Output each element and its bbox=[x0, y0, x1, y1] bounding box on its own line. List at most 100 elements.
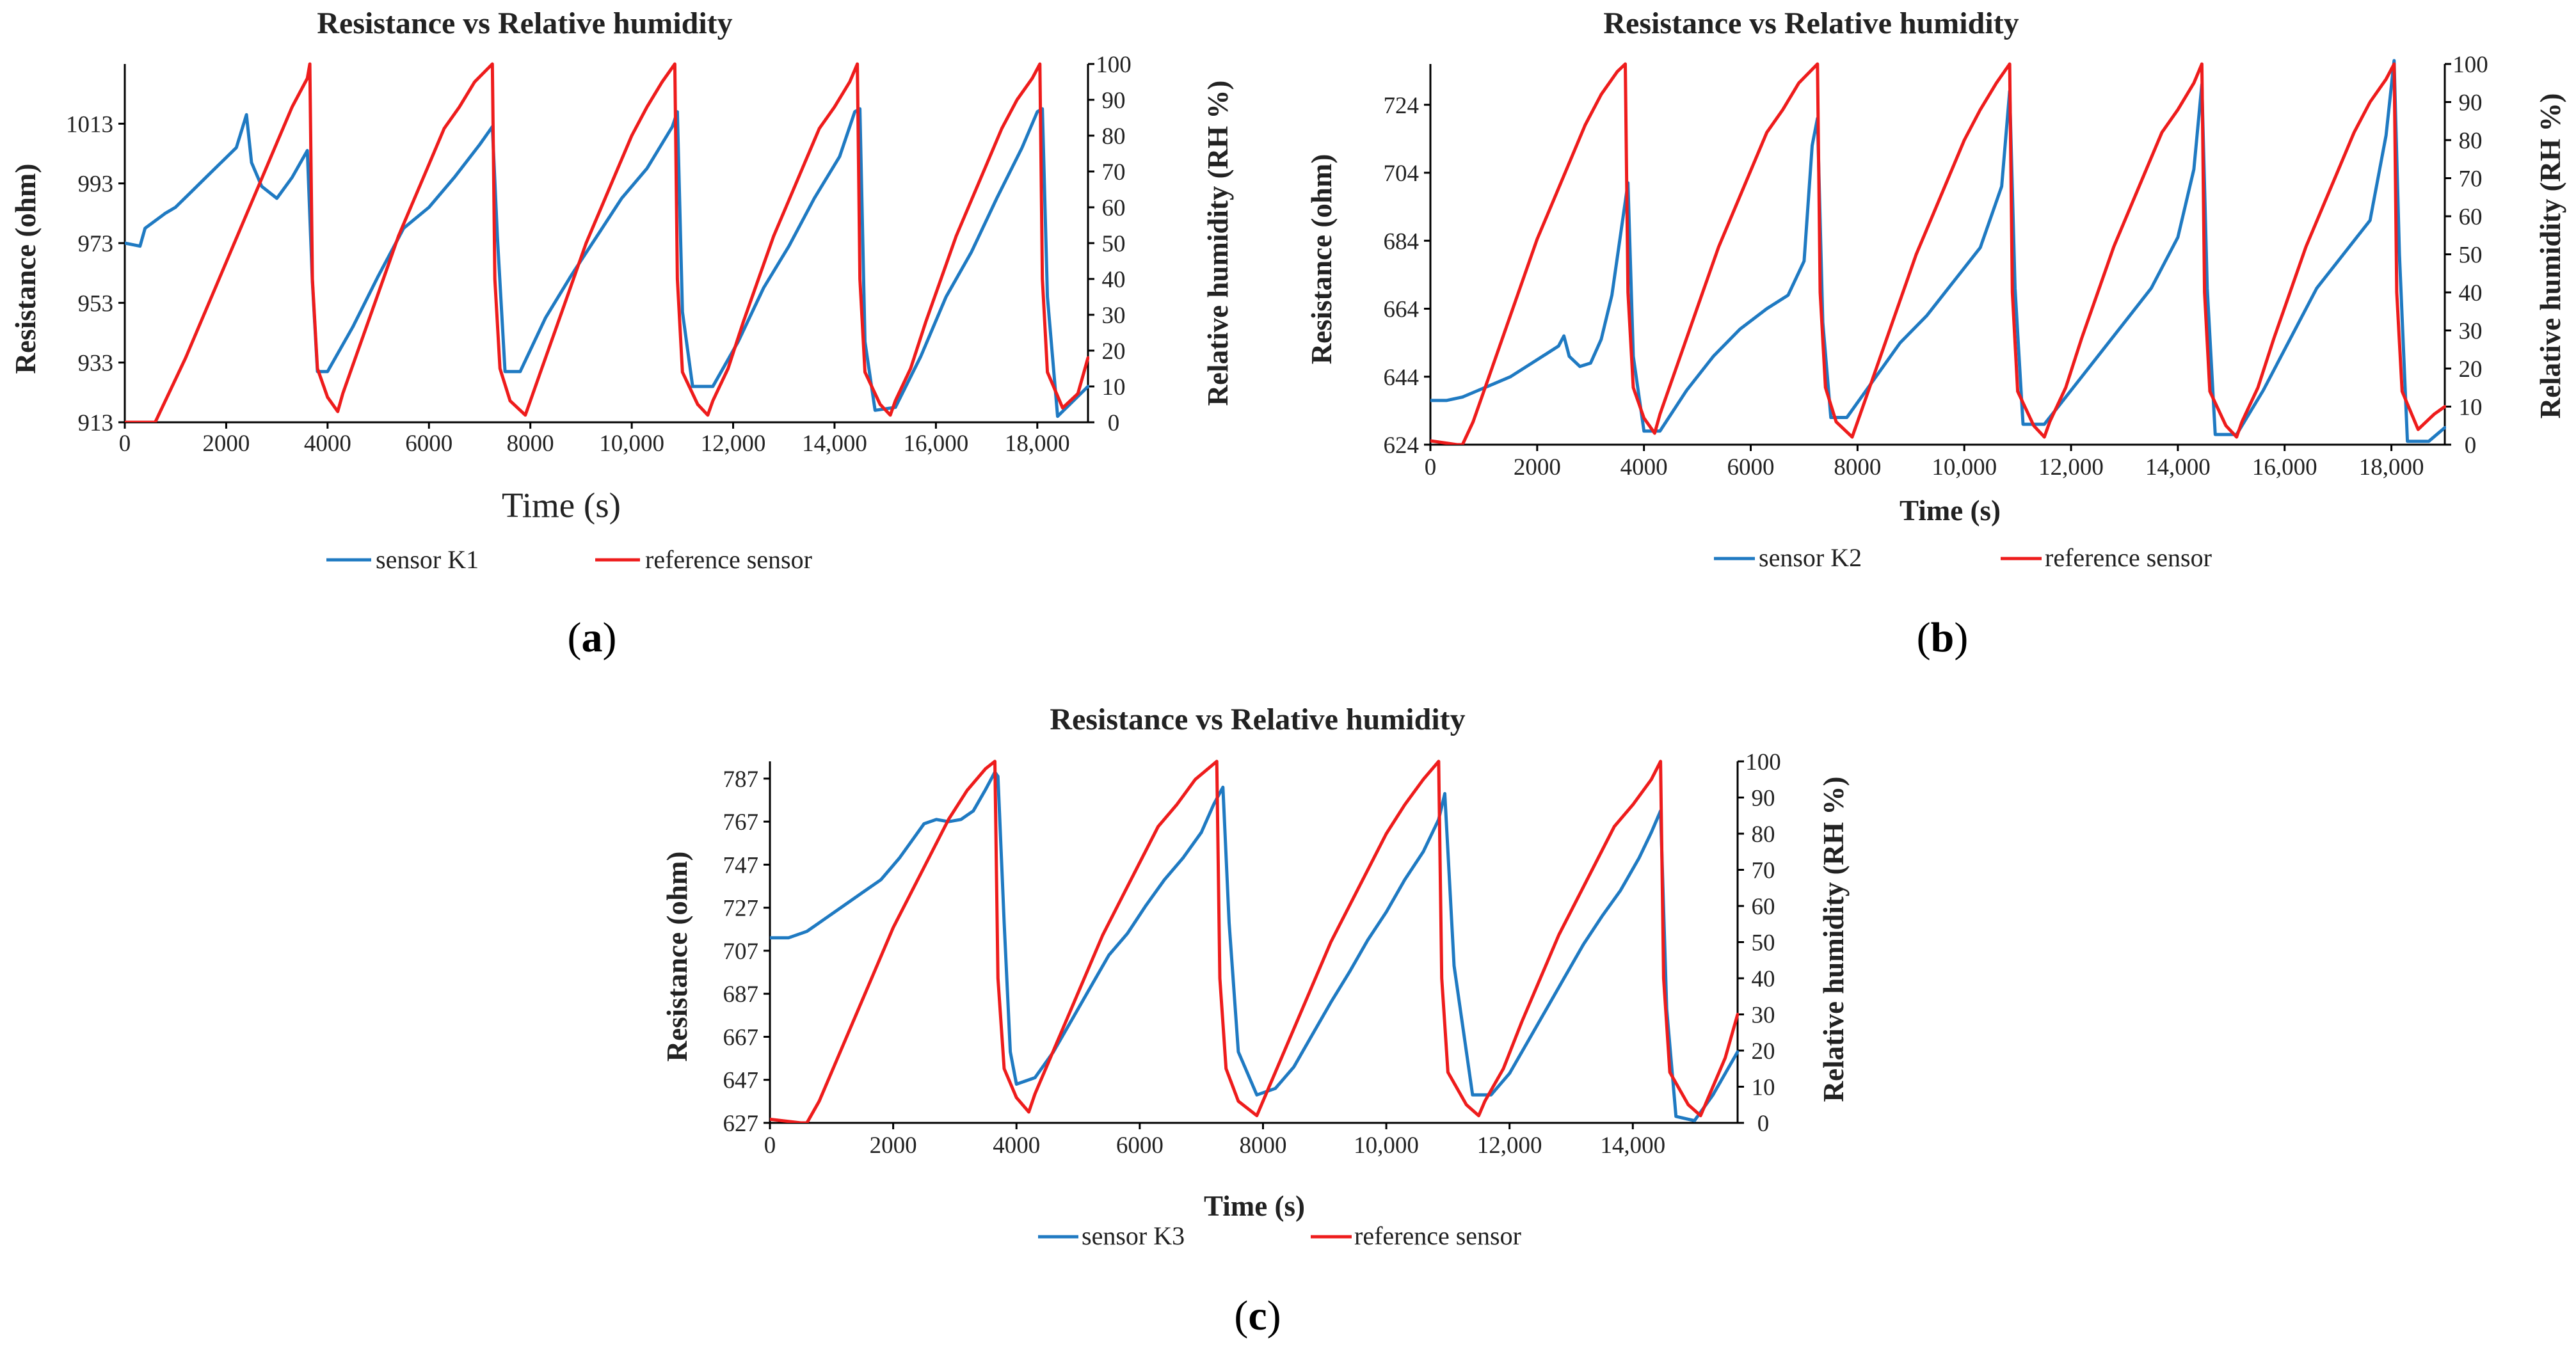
panel-c-right-tick-label: 20 bbox=[1752, 1038, 1775, 1065]
panel-c-x-axis-label: Time (s) bbox=[1204, 1190, 1305, 1222]
panel-a-caption: (a) bbox=[568, 614, 617, 661]
panel-b-right-tick-label: 100 bbox=[2452, 52, 2488, 78]
panel-a-right-tick-label: 0 bbox=[1108, 410, 1120, 436]
panel-b-x-tick-label: 2000 bbox=[1514, 454, 1561, 480]
panel-a-right-tick-label: 40 bbox=[1102, 267, 1126, 293]
panel-c-series-reference-sensor-line bbox=[770, 759, 1739, 1123]
panel-a-plot: 0 2000 4000 6000 8000 10,000 12,000 14,000 16,00… bbox=[66, 52, 1132, 457]
panel-c-left-tick-label: 787 bbox=[723, 766, 759, 793]
panel-c-x-tick-label: 2000 bbox=[870, 1132, 917, 1159]
panel-a-x-tick-label: 4000 bbox=[304, 431, 351, 457]
panel-b-caption: (b) bbox=[1917, 614, 1969, 661]
panel-b-right-tick-label: 60 bbox=[2459, 204, 2483, 230]
panel-b-right-tick-label: 0 bbox=[2465, 433, 2477, 459]
panel-b-left-tick-label: 724 bbox=[1384, 93, 1420, 119]
panel-a-right-axis-label: Relative humidity (RH %) bbox=[1202, 81, 1234, 406]
panel-a-left-axis-label: Resistance (ohm) bbox=[10, 164, 42, 374]
panel-b-x-tick-label: 18,000 bbox=[2359, 454, 2424, 480]
panel-b-legend-label-sensor: sensor K2 bbox=[1759, 543, 1862, 572]
panel-a-x-tick-label: 2000 bbox=[202, 431, 250, 457]
panel-c-right-tick-label: 50 bbox=[1752, 930, 1775, 957]
panel-a-x-tick-label: 18,000 bbox=[1005, 431, 1070, 457]
panel-a-x-tick-label: 16,000 bbox=[903, 431, 968, 457]
panel-b-x-tick-label: 16,000 bbox=[2252, 454, 2317, 480]
panel-a-right-tick-label: 90 bbox=[1102, 88, 1126, 114]
panel-c-left-axis-label: Resistance (ohm) bbox=[661, 852, 693, 1062]
panel-a-left-tick-label: 913 bbox=[78, 410, 114, 436]
panel-b-x-tick-label: 8000 bbox=[1834, 454, 1881, 480]
panel-a-title: Resistance vs Relative humidity bbox=[317, 6, 732, 40]
panel-b-left-tick-label: 624 bbox=[1384, 433, 1420, 459]
panel-a-x-tick-label: 6000 bbox=[405, 431, 452, 457]
panel-b-series-sensor-line bbox=[1430, 59, 2446, 443]
panel-a-left-tick-label: 993 bbox=[78, 171, 114, 198]
panel-c-x-tick-label: 14,000 bbox=[1600, 1132, 1665, 1159]
panel-b-left-tick-label: 684 bbox=[1384, 228, 1420, 255]
panel-a-right-tick-label: 20 bbox=[1102, 338, 1126, 365]
panel-c-left-tick-label: 687 bbox=[723, 981, 759, 1008]
panel-c-left-tick-label: 747 bbox=[723, 852, 759, 878]
panel-b-right-tick-label: 50 bbox=[2459, 242, 2483, 269]
panel-a-x-tick-label: 10,000 bbox=[599, 431, 664, 457]
panel-a-series-reference-sensor-line bbox=[125, 62, 1089, 422]
panel-a-right-tick-label: 100 bbox=[1096, 52, 1132, 78]
panel-c-right-tick-label: 60 bbox=[1752, 894, 1775, 920]
panel-a-left-tick-label: 1013 bbox=[66, 111, 113, 138]
panel-b-title: Resistance vs Relative humidity bbox=[1603, 6, 2019, 40]
panel-a-right-tick-label: 10 bbox=[1102, 374, 1126, 401]
panel-c-left-tick-label: 667 bbox=[723, 1024, 759, 1051]
panel-c-right-tick-label: 80 bbox=[1752, 822, 1775, 848]
panel-c-left-tick-label: 707 bbox=[723, 939, 759, 965]
panel-c-right-tick-label: 70 bbox=[1752, 858, 1775, 884]
panel-a-legend-label-sensor: sensor K1 bbox=[376, 545, 479, 574]
panel-b-right-tick-label: 10 bbox=[2459, 395, 2483, 421]
panel-b-right-tick-label: 90 bbox=[2459, 90, 2483, 116]
panel-c-x-tick-label: 6000 bbox=[1116, 1132, 1164, 1159]
panel-c-right-tick-label: 40 bbox=[1752, 966, 1775, 992]
panel-a-x-tick-label: 0 bbox=[119, 431, 131, 457]
panel-b-x-tick-label: 6000 bbox=[1727, 454, 1775, 480]
panel-b-x-axis-label: Time (s) bbox=[1900, 495, 2001, 527]
panel-b-right-tick-label: 30 bbox=[2459, 319, 2483, 345]
panel-b-x-tick-label: 12,000 bbox=[2038, 454, 2104, 480]
panel-b-series-reference-sensor-line bbox=[1430, 62, 2446, 445]
panel-a-right-tick-label: 70 bbox=[1102, 159, 1126, 186]
panel-c-left-tick-label: 627 bbox=[723, 1111, 759, 1137]
panel-a-left-tick-label: 933 bbox=[78, 351, 114, 377]
panel-b-x-tick-label: 10,000 bbox=[1932, 454, 1997, 480]
panel-b-left-tick-label: 664 bbox=[1384, 297, 1420, 323]
panel-c-right-tick-label: 0 bbox=[1757, 1111, 1770, 1137]
panel-c-x-tick-label: 4000 bbox=[993, 1132, 1040, 1159]
panel-c-right-axis-label: Relative humidity (RH %) bbox=[1818, 777, 1850, 1102]
panel-b: Resistance vs Relative humidity Resistan… bbox=[1306, 6, 2566, 661]
panel-b-left-axis-label: Resistance (ohm) bbox=[1306, 154, 1338, 365]
panel-c-plot: 0 2000 4000 6000 8000 10,000 12,000 14,000 627 64… bbox=[723, 749, 1781, 1159]
panel-c: Resistance vs Relative humidity Resistan… bbox=[661, 703, 1850, 1339]
panel-a-series-sensor-line bbox=[125, 107, 1089, 418]
panel-c-x-tick-label: 0 bbox=[764, 1132, 776, 1159]
panel-c-left-tick-label: 727 bbox=[723, 896, 759, 922]
panel-c-x-tick-label: 12,000 bbox=[1477, 1132, 1542, 1159]
panel-c-legend-label-reference: reference sensor bbox=[1354, 1221, 1521, 1250]
panel-c-left-tick-label: 767 bbox=[723, 809, 759, 836]
panel-b-right-tick-label: 20 bbox=[2459, 356, 2483, 383]
panel-b-right-axis-label: Relative humidity (RH %) bbox=[2534, 93, 2566, 419]
panel-c-x-tick-label: 10,000 bbox=[1354, 1132, 1419, 1159]
panel-a-left-tick-label: 973 bbox=[78, 231, 114, 257]
panel-a-x-axis-label: Time (s) bbox=[502, 486, 621, 525]
panel-b-x-tick-label: 4000 bbox=[1620, 454, 1668, 480]
panel-a-x-tick-label: 8000 bbox=[507, 431, 554, 457]
panel-b-right-tick-label: 70 bbox=[2459, 166, 2483, 193]
panel-a-left-tick-label: 953 bbox=[78, 290, 114, 317]
panel-c-legend-label-sensor: sensor K3 bbox=[1082, 1221, 1185, 1250]
panel-b-left-tick-label: 704 bbox=[1384, 161, 1420, 187]
panel-b-legend-label-reference: reference sensor bbox=[2045, 543, 2212, 572]
panel-c-caption: (c) bbox=[1234, 1292, 1281, 1339]
panel-a-x-tick-label: 14,000 bbox=[802, 431, 867, 457]
panel-a-legend-label-reference: reference sensor bbox=[645, 545, 812, 574]
panel-b-right-tick-label: 40 bbox=[2459, 280, 2483, 306]
panel-c-right-tick-label: 90 bbox=[1752, 786, 1775, 812]
panel-c-right-tick-label: 100 bbox=[1745, 749, 1781, 775]
panel-a-x-tick-label: 12,000 bbox=[701, 431, 766, 457]
